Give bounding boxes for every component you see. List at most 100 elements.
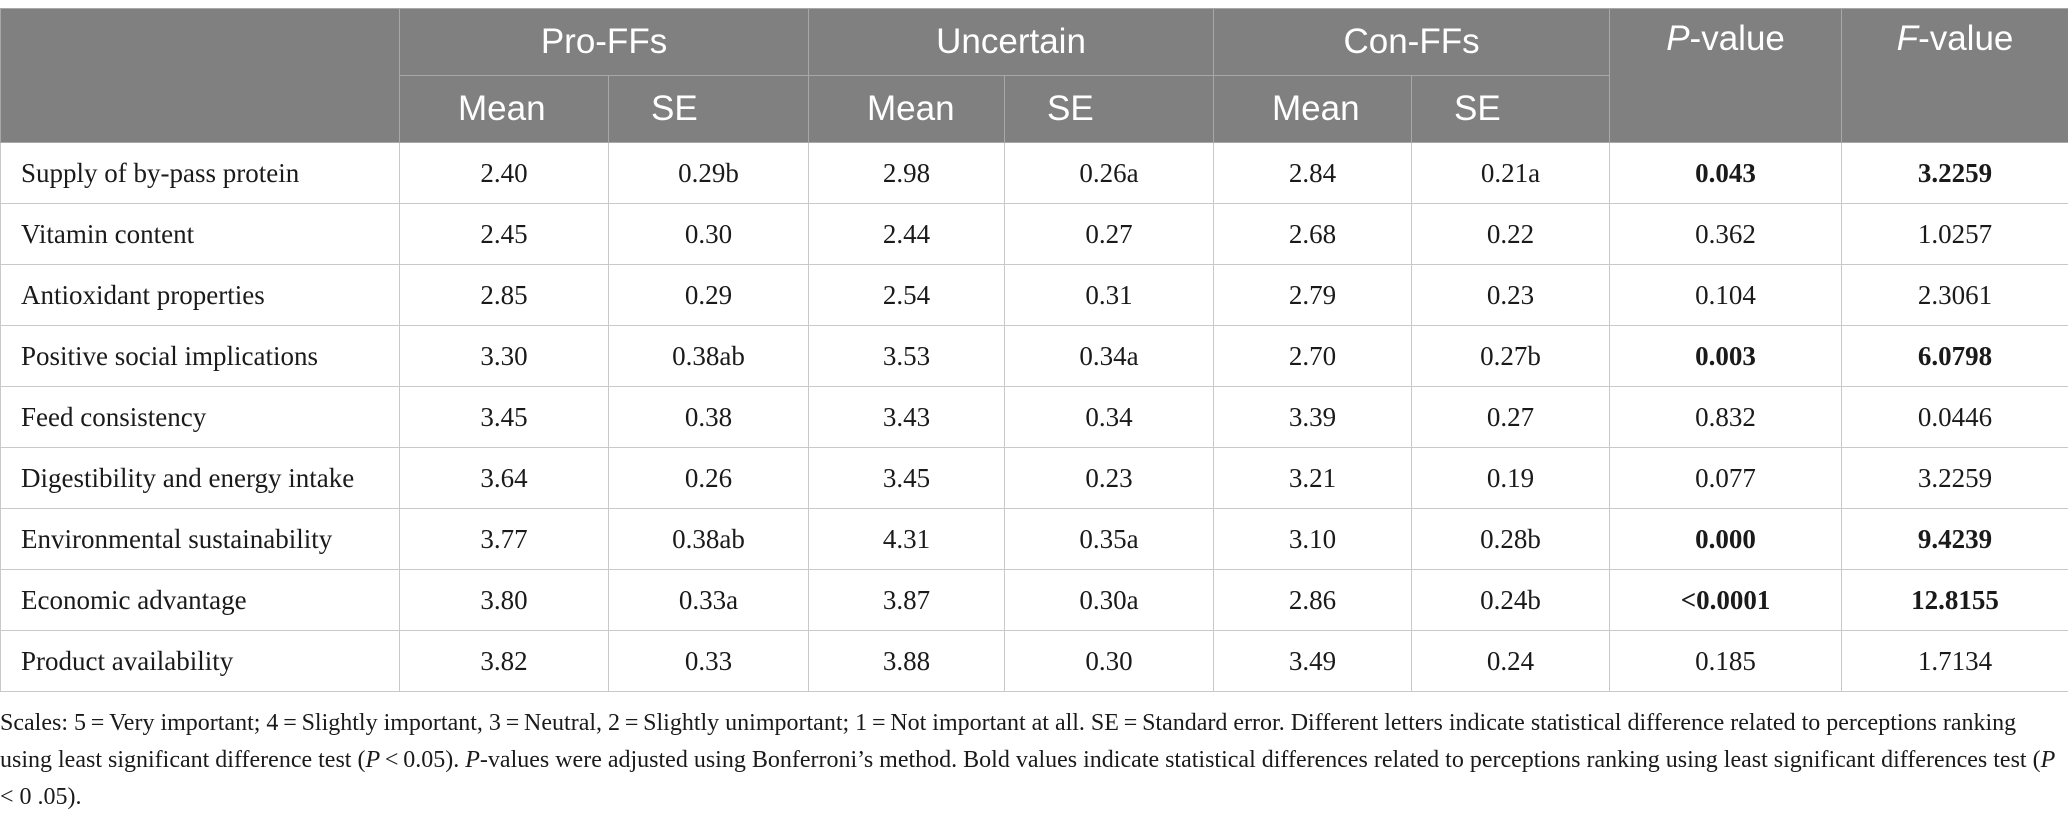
con-mean-cell: 3.39 — [1213, 386, 1413, 448]
p-value-cell: <0.0001 — [1609, 569, 1843, 631]
pro-se-cell: 0.38 — [607, 386, 810, 448]
p-value-cell: 0.043 — [1609, 142, 1843, 204]
uncertain-mean-cell: 2.98 — [808, 142, 1006, 204]
uncertain-se-cell: 0.30 — [1004, 630, 1215, 692]
table-row: Positive social implications 3.30 0.38ab 3.… — [0, 325, 2068, 387]
p-value-cell: 0.104 — [1609, 264, 1843, 326]
uncertain-se-cell: 0.27 — [1004, 203, 1215, 265]
p-value-header: P-value — [1609, 8, 1843, 143]
con-se-cell: 0.27b — [1411, 325, 1611, 387]
pro-se-cell: 0.30 — [607, 203, 810, 265]
footnote-text-4: < 0 .05). — [0, 784, 82, 810]
con-mean-header: Mean — [1213, 75, 1413, 143]
p-suffix: -value — [1689, 19, 1785, 58]
attribute-cell: Environmental sustainability — [0, 508, 400, 570]
attribute-header — [0, 8, 400, 143]
unc-mean-header: Mean — [808, 75, 1006, 143]
f-value-cell: 12.8155 — [1841, 569, 2068, 631]
group-header-con-ffs: Con-FFs — [1213, 8, 1611, 76]
footnote-text-3: -values were adjusted using Bonferroni’s… — [479, 747, 2041, 773]
attribute-cell: Supply of by-pass protein — [0, 142, 400, 204]
p-value-cell: 0.362 — [1609, 203, 1843, 265]
uncertain-mean-cell: 3.88 — [808, 630, 1006, 692]
table-body: Supply of by-pass protein 2.40 0.29b 2.98 0.… — [0, 142, 2068, 692]
group-header-uncertain: Uncertain — [808, 8, 1215, 76]
table-row: Economic advantage 3.80 0.33a 3.87 0.30a 2.86… — [0, 569, 2068, 631]
f-value-cell: 1.7134 — [1841, 630, 2068, 692]
con-mean-cell: 3.21 — [1213, 447, 1413, 509]
p-value-cell: 0.077 — [1609, 447, 1843, 509]
pro-se-cell: 0.33 — [607, 630, 810, 692]
f-italic: F — [1896, 19, 1919, 58]
f-value-cell: 9.4239 — [1841, 508, 2068, 570]
con-mean-cell: 3.10 — [1213, 508, 1413, 570]
con-mean-cell: 3.49 — [1213, 630, 1413, 692]
pro-mean-cell: 3.64 — [399, 447, 609, 509]
pro-se-cell: 0.33a — [607, 569, 810, 631]
table-footnote: Scales: 5 = Very important; 4 = Slightly… — [0, 705, 2060, 816]
uncertain-se-cell: 0.23 — [1004, 447, 1215, 509]
con-se-cell: 0.24b — [1411, 569, 1611, 631]
table-container: Pro-FFs Uncertain Con-FFs P-value F-valu… — [0, 8, 2068, 692]
pro-mean-cell: 3.30 — [399, 325, 609, 387]
pro-mean-cell: 2.40 — [399, 142, 609, 204]
uncertain-se-cell: 0.26a — [1004, 142, 1215, 204]
uncertain-mean-cell: 2.44 — [808, 203, 1006, 265]
uncertain-se-cell: 0.31 — [1004, 264, 1215, 326]
pro-mean-cell: 3.45 — [399, 386, 609, 448]
uncertain-se-cell: 0.34 — [1004, 386, 1215, 448]
uncertain-mean-cell: 3.53 — [808, 325, 1006, 387]
table-row: Product availability 3.82 0.33 3.88 0.30 3.49… — [0, 630, 2068, 692]
f-value-header: F-value — [1841, 8, 2068, 143]
con-se-cell: 0.19 — [1411, 447, 1611, 509]
pro-se-cell: 0.38ab — [607, 325, 810, 387]
pro-se-cell: 0.29b — [607, 142, 810, 204]
table-row: Feed consistency 3.45 0.38 3.43 0.34 3.39 0.27… — [0, 386, 2068, 448]
table-row: Environmental sustainability 3.77 0.38ab 4.… — [0, 508, 2068, 570]
attribute-cell: Product availability — [0, 630, 400, 692]
p-value-cell: 0.003 — [1609, 325, 1843, 387]
attribute-cell: Economic advantage — [0, 569, 400, 631]
footnote-p-3: P — [2040, 747, 2056, 773]
f-value-cell: 3.2259 — [1841, 447, 2068, 509]
con-mean-cell: 2.79 — [1213, 264, 1413, 326]
attribute-cell: Vitamin content — [0, 203, 400, 265]
pro-mean-cell: 3.77 — [399, 508, 609, 570]
pro-mean-header: Mean — [399, 75, 609, 143]
con-se-cell: 0.23 — [1411, 264, 1611, 326]
group-header-pro-ffs: Pro-FFs — [398, 8, 810, 76]
uncertain-mean-cell: 3.87 — [808, 569, 1006, 631]
pro-se-header: SE — [607, 75, 810, 143]
f-value-cell: 6.0798 — [1841, 325, 2068, 387]
con-se-header: SE — [1411, 75, 1611, 143]
pro-mean-cell: 2.85 — [399, 264, 609, 326]
con-se-cell: 0.21a — [1411, 142, 1611, 204]
footnote-text-2: < 0.05). — [380, 747, 466, 773]
f-value-cell: 2.3061 — [1841, 264, 2068, 326]
unc-se-header: SE — [1004, 75, 1215, 143]
pro-se-cell: 0.26 — [607, 447, 810, 509]
perceptions-table: Pro-FFs Uncertain Con-FFs P-value F-valu… — [0, 8, 2068, 692]
table-row: Digestibility and energy intake 3.64 0.26 3… — [0, 447, 2068, 509]
con-se-cell: 0.27 — [1411, 386, 1611, 448]
p-value-cell: 0.000 — [1609, 508, 1843, 570]
p-value-cell: 0.832 — [1609, 386, 1843, 448]
uncertain-mean-cell: 3.45 — [808, 447, 1006, 509]
p-italic: P — [1666, 19, 1690, 58]
pro-mean-cell: 3.80 — [399, 569, 609, 631]
con-mean-cell: 2.86 — [1213, 569, 1413, 631]
con-se-cell: 0.28b — [1411, 508, 1611, 570]
attribute-cell: Digestibility and energy intake — [0, 447, 400, 509]
con-se-cell: 0.22 — [1411, 203, 1611, 265]
f-value-cell: 1.0257 — [1841, 203, 2068, 265]
uncertain-se-cell: 0.34a — [1004, 325, 1215, 387]
attribute-cell: Positive social implications — [0, 325, 400, 387]
con-se-cell: 0.24 — [1411, 630, 1611, 692]
attribute-cell: Antioxidant properties — [0, 264, 400, 326]
table-row: Supply of by-pass protein 2.40 0.29b 2.98 0.… — [0, 142, 2068, 204]
f-suffix: -value — [1918, 19, 2014, 58]
uncertain-se-cell: 0.30a — [1004, 569, 1215, 631]
attribute-cell: Feed consistency — [0, 386, 400, 448]
f-value-cell: 0.0446 — [1841, 386, 2068, 448]
con-mean-cell: 2.68 — [1213, 203, 1413, 265]
